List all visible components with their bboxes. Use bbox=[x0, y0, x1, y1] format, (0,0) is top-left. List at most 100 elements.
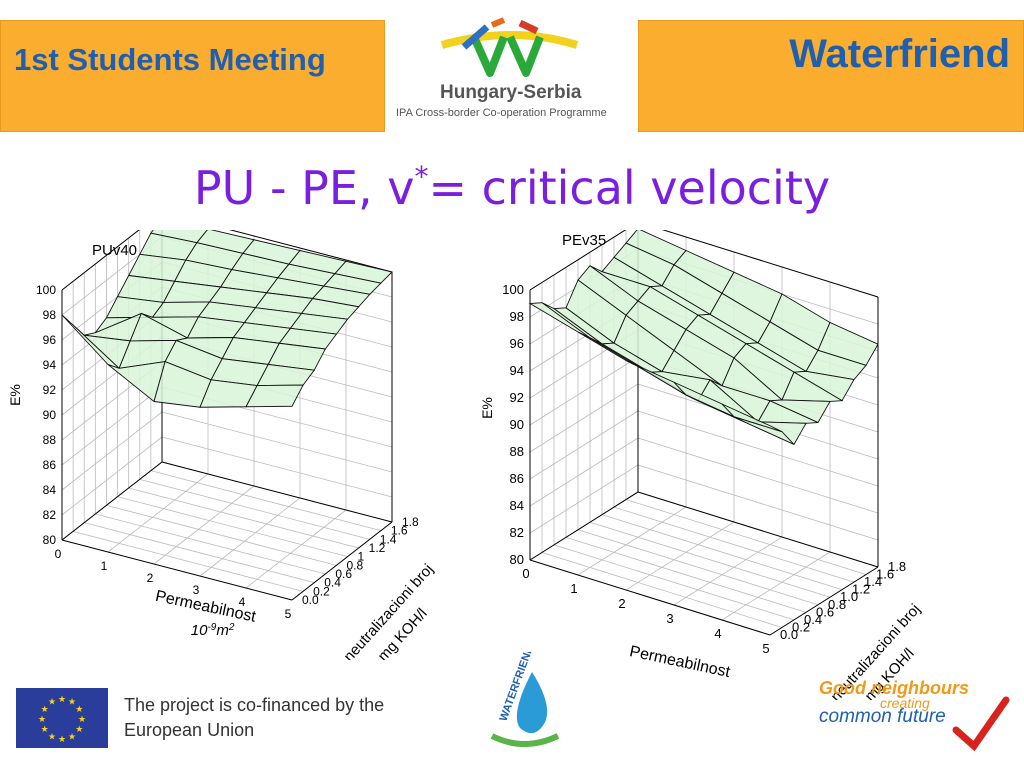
slide-title-rest: = critical velocity bbox=[428, 161, 831, 215]
z-axis-label: E% bbox=[7, 384, 23, 406]
x-tick-label: 1 bbox=[570, 581, 577, 596]
floor-gridline bbox=[577, 529, 819, 606]
x-tick-label: 3 bbox=[666, 611, 673, 626]
y-tick-label: 1.8 bbox=[402, 515, 419, 529]
z-tick-label: 82 bbox=[43, 508, 57, 522]
y-tick-label: 1.4 bbox=[380, 532, 397, 546]
floor-gridline bbox=[95, 513, 326, 575]
x-tick-label: 0 bbox=[55, 547, 62, 561]
programme-subtitle: IPA Cross-border Co-operation Programme bbox=[396, 107, 607, 119]
chart-title: PEv35 bbox=[562, 232, 606, 249]
z-tick-label: 88 bbox=[43, 433, 57, 447]
surface-cell bbox=[721, 403, 783, 433]
wall-gridline bbox=[161, 411, 393, 473]
y-tick-label: 0.6 bbox=[816, 604, 834, 619]
y-tick-label: 1.8 bbox=[888, 559, 906, 574]
y-tick-label: 0.8 bbox=[346, 558, 363, 572]
axis-edge bbox=[161, 461, 393, 523]
programme-logo bbox=[392, 15, 632, 133]
y-tick-label: 0.2 bbox=[313, 584, 330, 598]
floor-gridline bbox=[565, 536, 807, 613]
y-tick-label: 1.2 bbox=[852, 582, 870, 597]
project-title: Waterfriend bbox=[789, 32, 1010, 76]
slide-title-sup: * bbox=[414, 160, 429, 193]
x-tick-label: 5 bbox=[762, 641, 769, 656]
z-tick-label: 92 bbox=[510, 390, 524, 405]
cofinanced-text-line2: European Union bbox=[124, 720, 255, 740]
wall-gridline bbox=[161, 436, 393, 498]
y-tick-label: 0.4 bbox=[804, 612, 822, 627]
z-tick-label: 88 bbox=[510, 444, 524, 459]
floor-gridline bbox=[541, 552, 783, 628]
wall-gridline bbox=[529, 356, 639, 426]
surface-cell bbox=[245, 384, 304, 408]
z-tick-label: 80 bbox=[43, 533, 57, 547]
z-tick-label: 96 bbox=[510, 336, 524, 351]
floor-gridline bbox=[553, 544, 795, 621]
axis-edge bbox=[529, 559, 771, 636]
axis-edge bbox=[291, 521, 393, 601]
checkmark-icon bbox=[952, 696, 1010, 752]
y-tick-label: 1.6 bbox=[391, 524, 408, 538]
chart-pev35: 808284868890929496981000123450.00.20.40.… bbox=[479, 230, 924, 700]
y-tick-label: 0.8 bbox=[828, 597, 846, 612]
programme-logo-icon bbox=[440, 17, 579, 77]
eu-star-icon: ★ bbox=[41, 724, 49, 734]
z-tick-label: 90 bbox=[43, 408, 57, 422]
eu-stars-icon: ★★★★★★★★★ ★ ★★ bbox=[38, 694, 86, 744]
z-tick-label: 86 bbox=[510, 471, 524, 486]
y-tick-label: 1.4 bbox=[864, 574, 882, 589]
floor-gridline bbox=[199, 497, 301, 577]
z-tick-label: 94 bbox=[510, 363, 524, 378]
z-tick-label: 100 bbox=[502, 282, 524, 297]
wall-gridline bbox=[61, 436, 163, 516]
header-left-bar bbox=[0, 20, 385, 132]
x-axis-label: Permeabilnost bbox=[628, 643, 732, 681]
y-tick-label: 1.0 bbox=[840, 589, 858, 604]
x-tick-label: 4 bbox=[714, 626, 721, 641]
x-axis-label: Permeabilnost bbox=[154, 588, 258, 626]
eu-star-icon: ★ bbox=[41, 704, 49, 714]
floor-gridline bbox=[73, 530, 304, 592]
y-tick-label: 0.4 bbox=[324, 576, 341, 590]
x-axis-unit: 10-9m2 bbox=[191, 622, 235, 640]
wall-gridline bbox=[61, 411, 163, 491]
x-tick-label: 2 bbox=[618, 596, 625, 611]
floor-gridline bbox=[107, 473, 209, 553]
y-tick-label: 0.0 bbox=[780, 627, 798, 642]
chart-title: PUv40 bbox=[92, 242, 137, 259]
floor-gridline bbox=[721, 551, 831, 621]
floor-gridline bbox=[613, 506, 855, 583]
meeting-title: 1st Students Meeting bbox=[14, 42, 326, 77]
wall-gridline bbox=[529, 410, 639, 480]
y-tick-label: 0.6 bbox=[335, 567, 352, 581]
wall-gridline bbox=[637, 437, 879, 514]
axis-edge bbox=[229, 230, 393, 273]
eu-flag: ★ ★ ★ ★ ★ ★ ★ ★ ★ ★ ★ ★ bbox=[16, 688, 108, 748]
axis-edge bbox=[661, 230, 879, 298]
z-tick-label: 84 bbox=[510, 498, 524, 513]
floor-gridline bbox=[106, 504, 337, 566]
z-tick-label: 98 bbox=[510, 309, 524, 324]
y-tick-label: 1 bbox=[358, 550, 365, 564]
eu-star-icon: ★ bbox=[58, 734, 66, 744]
waterfriend-logo-icon: WATERFRIEND bbox=[490, 652, 560, 747]
x-tick-label: 2 bbox=[147, 571, 154, 585]
axis-edge bbox=[61, 230, 140, 291]
floor-gridline bbox=[601, 514, 843, 591]
axis-edge bbox=[637, 491, 879, 568]
chart-puv40: 808284868890929496981000123450.00.20.40.… bbox=[7, 230, 437, 660]
slide-title-main: PU - PE, v bbox=[193, 161, 415, 215]
floor-gridline bbox=[673, 536, 783, 606]
z-tick-label: 84 bbox=[43, 483, 57, 497]
good-neighbours-text: Good neighbours bbox=[819, 678, 969, 698]
wall-gridline bbox=[61, 386, 163, 466]
z-axis-label: E% bbox=[479, 397, 495, 419]
floor-gridline bbox=[153, 485, 255, 565]
x-tick-label: 4 bbox=[239, 595, 246, 609]
x-tick-label: 5 bbox=[285, 607, 292, 621]
eu-star-icon: ★ bbox=[78, 714, 86, 724]
floor-gridline bbox=[625, 499, 867, 575]
slide-title: PU - PE, v*= critical velocity bbox=[0, 160, 1024, 215]
wall-gridline bbox=[637, 410, 879, 487]
